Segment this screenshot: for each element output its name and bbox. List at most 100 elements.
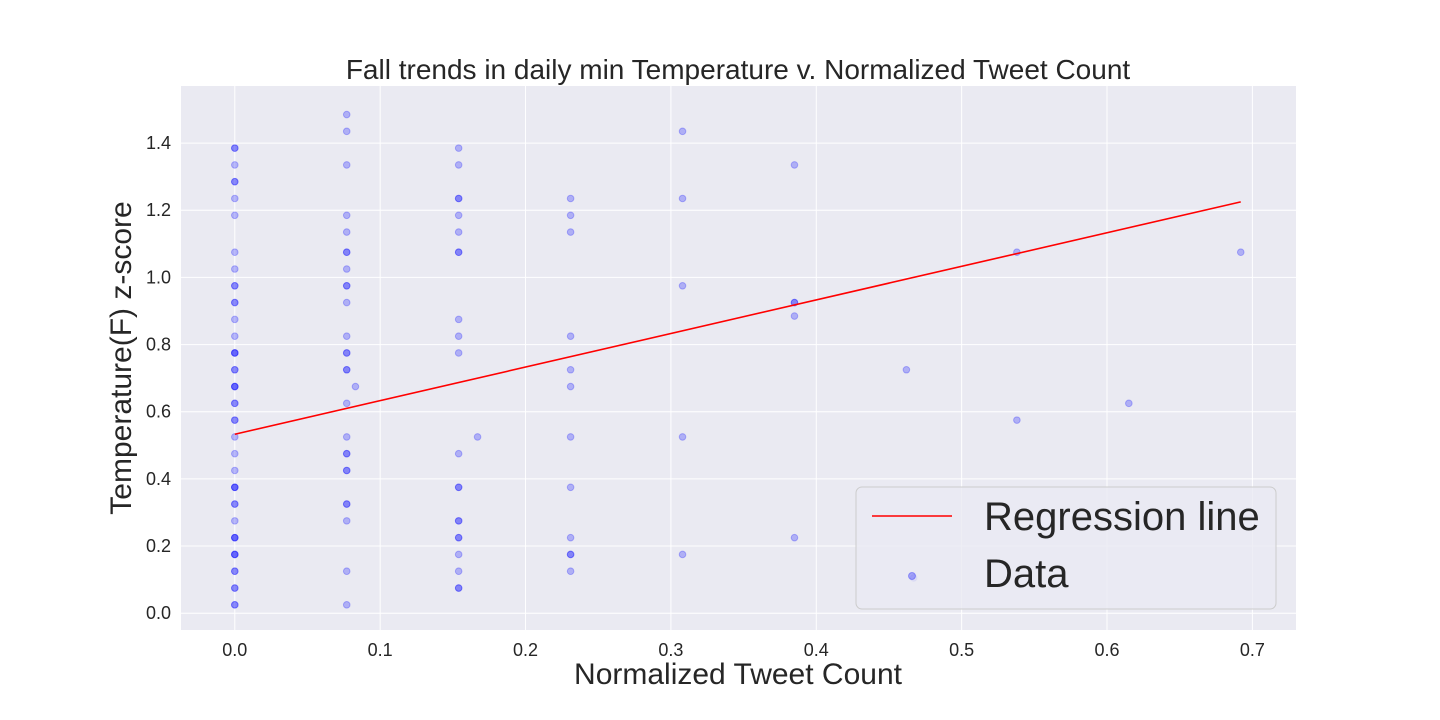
data-point (342, 282, 351, 290)
data-point (454, 517, 463, 525)
data-point (230, 483, 239, 492)
data-point (454, 517, 463, 525)
data-point (230, 382, 239, 391)
data-point (230, 332, 239, 340)
data-point (454, 315, 463, 324)
data-point (454, 550, 463, 559)
regression-line (234, 201, 1241, 436)
data-point (342, 211, 351, 220)
data-point (454, 194, 463, 203)
data-point (678, 282, 687, 290)
data-point (454, 584, 463, 592)
data-point (230, 282, 239, 290)
data-point (454, 533, 463, 542)
y-tick-label: 1.2 (146, 200, 171, 220)
data-point (230, 194, 239, 203)
data-point (566, 332, 575, 340)
legend-marker-swatch (908, 572, 916, 580)
data-point (342, 449, 351, 458)
data-point (566, 228, 575, 236)
data-point (454, 194, 463, 203)
data-point (473, 433, 482, 441)
data-point (342, 517, 351, 525)
data-point (230, 265, 239, 273)
y-tick-label: 1.4 (146, 133, 171, 153)
data-point (342, 365, 351, 374)
data-point (230, 466, 239, 475)
data-point (230, 211, 239, 220)
data-point (342, 567, 351, 576)
data-point (342, 500, 351, 508)
data-point (342, 466, 351, 475)
data-point (1013, 416, 1021, 424)
data-point (342, 282, 351, 290)
x-tick-label: 0.2 (513, 640, 538, 660)
data-point (566, 382, 575, 391)
data-point (342, 298, 351, 307)
x-tick-label: 0.0 (222, 640, 247, 660)
data-point (454, 248, 463, 257)
data-point (454, 211, 463, 220)
data-point (230, 365, 239, 374)
data-point (454, 228, 463, 236)
data-point (454, 144, 463, 152)
data-point (230, 177, 239, 186)
y-tick-label: 1.0 (146, 267, 171, 287)
data-point (342, 601, 351, 609)
y-tick-label: 0.4 (146, 469, 171, 489)
legend: Regression line Data (855, 486, 1277, 610)
data-point (678, 127, 687, 136)
data-point (454, 567, 463, 576)
data-point (902, 365, 911, 374)
data-point (342, 161, 351, 169)
data-point (678, 433, 687, 441)
data-point (678, 194, 687, 203)
data-point (566, 533, 575, 542)
data-point (566, 365, 575, 374)
data-point (230, 248, 239, 257)
data-point (342, 248, 351, 257)
data-point (342, 399, 351, 408)
x-tick-label: 0.3 (658, 640, 683, 660)
data-point (342, 349, 351, 357)
data-point (342, 449, 351, 458)
data-point (790, 161, 799, 169)
data-point (230, 349, 239, 357)
data-point (230, 550, 239, 559)
data-point (342, 248, 351, 257)
data-point (230, 416, 239, 424)
data-point (454, 483, 463, 492)
data-point (230, 601, 239, 609)
data-point (230, 483, 239, 492)
y-tick-label: 0.2 (146, 536, 171, 556)
y-tick-label: 0.0 (146, 603, 171, 623)
legend-label-data: Data (984, 552, 1069, 596)
data-point (230, 533, 239, 542)
data-point (454, 332, 463, 340)
data-point (230, 382, 239, 391)
data-point (230, 567, 239, 576)
data-point (230, 517, 239, 525)
data-point (454, 161, 463, 169)
data-point (230, 298, 239, 307)
data-point (566, 211, 575, 220)
data-point (230, 282, 239, 290)
data-point (230, 433, 239, 441)
x-tick-label: 0.6 (1095, 640, 1120, 660)
data-point (454, 349, 463, 357)
data-point (1236, 248, 1245, 257)
data-point (454, 533, 463, 542)
data-point (566, 194, 575, 203)
data-point (230, 349, 239, 357)
data-point (230, 298, 239, 307)
data-point (454, 483, 463, 492)
y-axis-ticks: 0.0 0.2 0.4 0.6 0.8 1.0 1.2 1.4 (146, 133, 171, 623)
data-point (230, 533, 239, 542)
chart-title: Fall trends in daily min Temperature v. … (346, 54, 1131, 85)
data-point (342, 332, 351, 340)
data-point (230, 449, 239, 458)
data-point (342, 265, 351, 273)
data-point (230, 177, 239, 186)
data-point (678, 550, 687, 559)
